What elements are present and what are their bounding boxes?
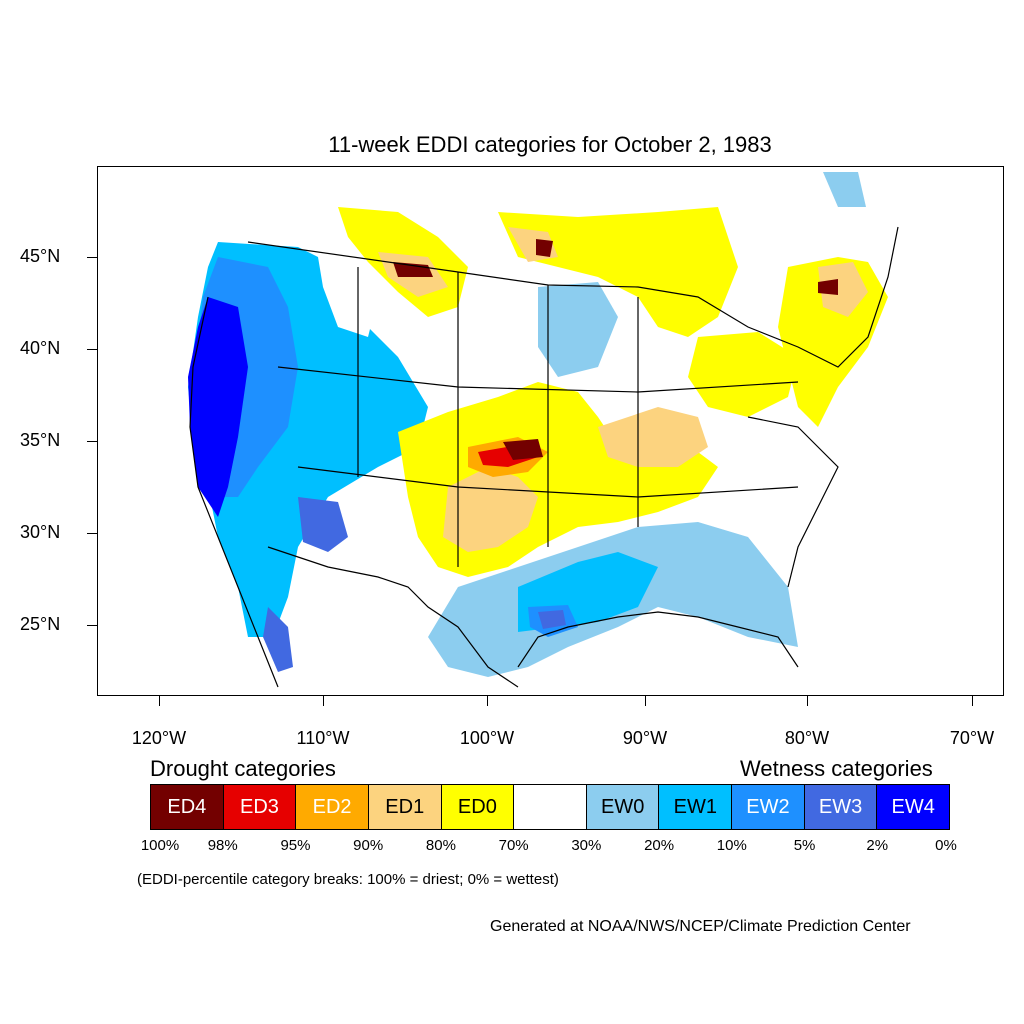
percentile-label: 100% xyxy=(140,837,180,854)
legend-cell-ew0: EW0 xyxy=(586,785,660,829)
legend-cell-ed3: ED3 xyxy=(223,785,297,829)
lat-label: 40°N xyxy=(20,338,61,358)
lon-tick xyxy=(323,696,324,706)
percentile-label: 98% xyxy=(207,837,238,854)
legend-cell-ed2: ED2 xyxy=(296,785,369,829)
map-canvas xyxy=(188,172,899,688)
percentile-label: 80% xyxy=(425,837,456,854)
legend-cell-ew2: EW2 xyxy=(732,785,805,829)
lon-tick xyxy=(159,696,160,706)
lon-tick xyxy=(972,696,973,706)
legend-cell-ed4: ED4 xyxy=(151,785,224,829)
lat-label: 45°N xyxy=(20,246,61,266)
percentile-label: 30% xyxy=(571,837,602,854)
lat-tick xyxy=(87,257,97,258)
legend-cell-ew4: EW4 xyxy=(877,785,950,829)
drought-heading: Drought categories xyxy=(150,756,336,781)
percentile-label: 5% xyxy=(793,837,816,854)
percentile-label: 70% xyxy=(498,837,529,854)
lon-label: 80°W xyxy=(784,728,830,748)
lon-tick xyxy=(487,696,488,706)
lon-label: 120°W xyxy=(131,728,187,748)
drought-region xyxy=(338,207,888,577)
percentile-label: 0% xyxy=(935,837,957,854)
west-wetness-region xyxy=(188,242,428,672)
lon-label: 90°W xyxy=(622,728,668,748)
percentile-label: 10% xyxy=(716,837,747,854)
percentile-label: 90% xyxy=(353,837,384,854)
lat-label: 35°N xyxy=(20,430,61,450)
legend-cell-ew1: EW1 xyxy=(659,785,733,829)
legend-color-bar: ED4 ED3 ED2 ED1 ED0 EW0 EW1 EW2 EW3 EW4 xyxy=(150,784,950,830)
legend-cell-neutral xyxy=(514,785,587,829)
lon-tick xyxy=(645,696,646,706)
wetness-heading: Wetness categories xyxy=(740,756,933,781)
legend-cell-ew3: EW3 xyxy=(804,785,878,829)
lat-tick xyxy=(87,533,97,534)
lat-label: 25°N xyxy=(20,614,61,634)
category-note: (EDDI-percentile category breaks: 100% =… xyxy=(137,871,559,888)
lon-label: 70°W xyxy=(949,728,995,748)
legend-cell-ed0: ED0 xyxy=(441,785,515,829)
borders xyxy=(189,226,899,688)
eddi-map xyxy=(97,166,1004,696)
lon-label: 100°W xyxy=(459,728,515,748)
lon-label: 110°W xyxy=(296,728,350,748)
lat-tick xyxy=(87,441,97,442)
legend-cell-ed1: ED1 xyxy=(368,785,442,829)
south-wetness-region xyxy=(428,172,866,677)
lat-tick xyxy=(87,349,97,350)
lat-label: 30°N xyxy=(20,522,61,542)
credit-text: Generated at NOAA/NWS/NCEP/Climate Predi… xyxy=(490,918,911,935)
map-title: 11-week EDDI categories for October 2, 1… xyxy=(328,132,772,157)
lon-tick xyxy=(807,696,808,706)
percentile-label: 95% xyxy=(280,837,311,854)
percentile-label: 20% xyxy=(644,837,675,854)
lat-tick xyxy=(87,625,97,626)
percentile-label: 2% xyxy=(866,837,889,854)
